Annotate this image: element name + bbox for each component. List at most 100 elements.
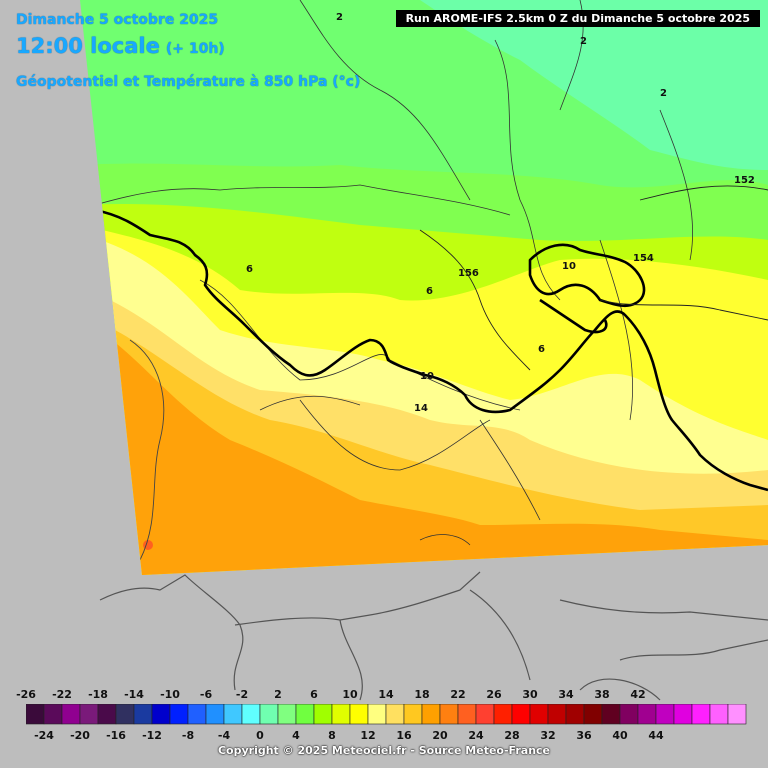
legend-swatch <box>151 704 171 725</box>
legend-swatch <box>187 704 207 725</box>
legend-tick-label: -18 <box>88 688 108 701</box>
geopotential-label: 154 <box>633 253 654 264</box>
legend-swatch <box>637 704 657 725</box>
legend-swatch <box>673 704 693 725</box>
geopotential-label: 156 <box>458 268 479 279</box>
legend-tick-label: 20 <box>432 729 448 742</box>
legend-swatch <box>115 704 135 725</box>
legend-swatch <box>511 704 531 725</box>
legend-tick-label: 12 <box>360 729 376 742</box>
legend-tick-label: 18 <box>414 688 430 701</box>
legend-tick-label: -4 <box>217 729 231 742</box>
legend-tick-label: 22 <box>450 688 466 701</box>
legend-swatch <box>547 704 567 725</box>
geopotential-label: 152 <box>734 175 755 186</box>
legend-tick-label: 42 <box>630 688 646 701</box>
legend-swatch <box>349 704 369 725</box>
parameter-title: Géopotentiel et Température à 850 hPa (°… <box>16 74 361 90</box>
legend-tick-label: -22 <box>52 688 72 701</box>
legend-swatch <box>295 704 315 725</box>
legend-swatch <box>529 704 549 725</box>
legend-swatch <box>475 704 495 725</box>
legend-swatch <box>79 704 99 725</box>
isotherm-label: 2 <box>580 36 587 47</box>
legend-swatch <box>457 704 477 725</box>
legend-swatch <box>439 704 459 725</box>
legend-tick-label: -8 <box>181 729 195 742</box>
legend-tick-label: 24 <box>468 729 484 742</box>
time-value: 12:00 locale <box>16 34 160 58</box>
legend-swatch <box>691 704 711 725</box>
contour-labels: 2 2 2 6 6 6 10 10 14 152 154 156 <box>246 12 755 414</box>
legend-swatch <box>583 704 603 725</box>
legend-tick-label: 38 <box>594 688 610 701</box>
borders <box>94 0 693 561</box>
legend-tick-label: -10 <box>160 688 180 701</box>
legend-tick-label: 16 <box>396 729 412 742</box>
isotherm-label: 14 <box>414 403 428 414</box>
legend-tick-label: 8 <box>328 729 336 742</box>
legend-tick-label: -26 <box>16 688 36 701</box>
legend-tick-label: -12 <box>142 729 162 742</box>
legend-swatch <box>61 704 81 725</box>
legend-tick-label: 34 <box>558 688 574 701</box>
forecast-time: 12:00 locale (+ 10h) <box>16 34 225 58</box>
legend-tick-label: 44 <box>648 729 664 742</box>
copyright-notice: Copyright © 2025 Meteociel.fr - Source M… <box>217 744 551 757</box>
legend-swatch <box>241 704 261 725</box>
legend-swatch <box>709 704 729 725</box>
legend-swatch <box>43 704 63 725</box>
legend-tick-label: 0 <box>256 729 264 742</box>
legend-tick-label: 32 <box>540 729 556 742</box>
legend-swatch <box>565 704 585 725</box>
legend-tick-label: -2 <box>235 688 249 701</box>
legend-swatch <box>655 704 675 725</box>
isotherm-label: 10 <box>562 261 576 272</box>
legend-color-bar <box>26 704 747 725</box>
legend-swatch <box>385 704 405 725</box>
legend-tick-label: 30 <box>522 688 538 701</box>
legend-swatch <box>403 704 423 725</box>
legend-swatch <box>223 704 243 725</box>
legend-tick-label: 6 <box>310 688 318 701</box>
legend-tick-label: -24 <box>34 729 54 742</box>
isotherm-label: 6 <box>538 344 545 355</box>
legend-tick-label: 36 <box>576 729 592 742</box>
legend-swatch <box>331 704 351 725</box>
isotherm-label: 6 <box>426 286 433 297</box>
legend-swatch <box>727 704 747 725</box>
legend-tick-label: 28 <box>504 729 520 742</box>
legend-tick-label: -14 <box>124 688 144 701</box>
legend-swatch <box>26 704 45 725</box>
legend-swatch <box>169 704 189 725</box>
legend-swatch <box>493 704 513 725</box>
legend-tick-label: -20 <box>70 729 90 742</box>
legend-tick-label: 10 <box>342 688 358 701</box>
legend-tick-label: 4 <box>292 729 300 742</box>
isotherm-label: 2 <box>660 88 667 99</box>
isotherm-label: 2 <box>336 12 343 23</box>
legend-swatch <box>277 704 297 725</box>
legend-swatch <box>259 704 279 725</box>
legend-swatch <box>133 704 153 725</box>
legend-swatch <box>205 704 225 725</box>
time-offset: (+ 10h) <box>165 41 225 57</box>
run-info: Run AROME-IFS 2.5km 0 Z du Dimanche 5 oc… <box>395 10 760 27</box>
legend-swatch <box>601 704 621 725</box>
geopotential-lines <box>419 185 768 371</box>
legend-swatch <box>97 704 117 725</box>
legend-tick-label: -6 <box>199 688 213 701</box>
legend-tick-label: 14 <box>378 688 394 701</box>
legend-tick-label: 2 <box>274 688 282 701</box>
legend-tick-label: 40 <box>612 729 628 742</box>
legend-tick-label: 26 <box>486 688 502 701</box>
legend-swatch <box>619 704 639 725</box>
legend-swatch <box>421 704 441 725</box>
temperature-field <box>80 0 768 575</box>
legend-swatch <box>367 704 387 725</box>
isotherm-label: 10 <box>420 371 434 382</box>
legend-swatch <box>313 704 333 725</box>
forecast-date: Dimanche 5 octobre 2025 <box>16 12 219 28</box>
